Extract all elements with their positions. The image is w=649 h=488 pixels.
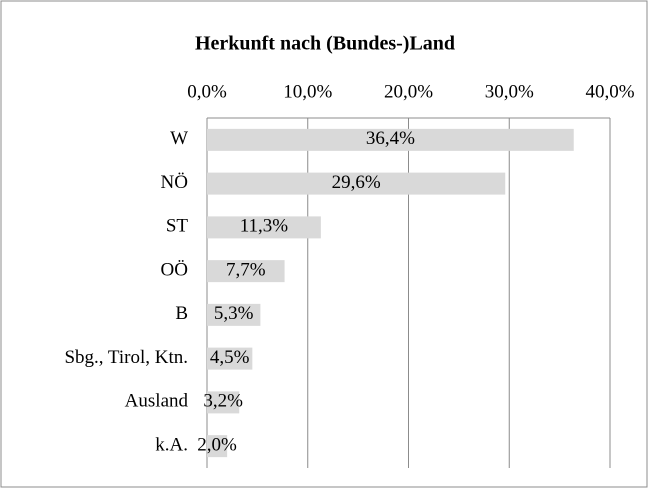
bar (207, 435, 228, 458)
x-tick-label: 30,0% (485, 81, 534, 102)
y-tick-label: ST (166, 216, 189, 237)
data-label: 36,4% (366, 128, 415, 149)
bar (207, 128, 574, 151)
y-tick-label: NÖ (161, 172, 188, 193)
x-tick-label: 0,0% (187, 81, 227, 102)
data-label: 29,6% (332, 172, 381, 193)
data-label: 4,5% (210, 347, 250, 368)
data-label: 3,2% (203, 391, 243, 412)
bar (207, 347, 253, 370)
y-tick-label: OÖ (161, 259, 188, 280)
bar (207, 391, 240, 414)
chart-title: Herkunft nach (Bundes-)Land (195, 33, 455, 55)
y-tick-label: Ausland (125, 391, 189, 412)
bar (207, 172, 506, 195)
bar (207, 303, 261, 326)
x-tick-label: 20,0% (384, 81, 433, 102)
data-label: 5,3% (214, 303, 254, 324)
bar (207, 260, 285, 283)
y-tick-label: Sbg., Tirol, Ktn. (64, 347, 188, 368)
data-label: 2,0% (197, 434, 237, 455)
y-tick-label: B (175, 303, 188, 324)
y-tick-label: k.A. (155, 434, 188, 455)
x-tick-label: 10,0% (283, 81, 332, 102)
data-label: 7,7% (226, 259, 266, 280)
y-tick-label: W (170, 128, 188, 149)
bar (207, 216, 321, 239)
x-tick-label: 40,0% (585, 81, 634, 102)
data-label: 11,3% (240, 216, 289, 237)
